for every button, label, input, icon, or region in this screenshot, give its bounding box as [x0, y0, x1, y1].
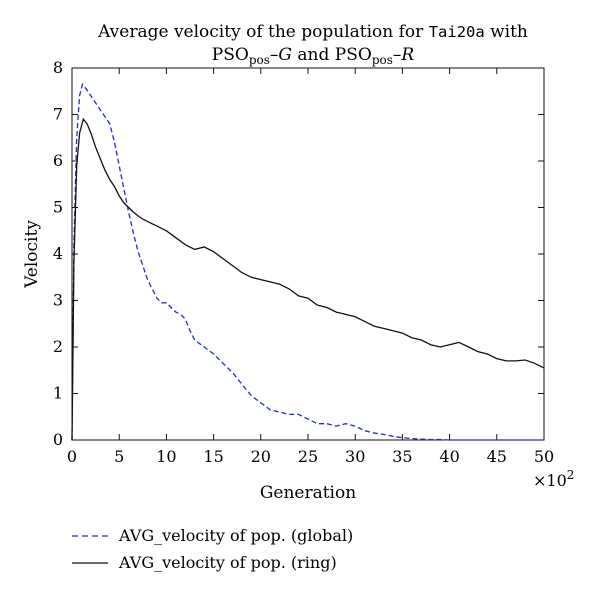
x-tick-label: 45	[487, 447, 507, 466]
x-tick-label: 40	[439, 447, 459, 466]
x-tick-label: 35	[392, 447, 412, 466]
series-line-global	[71, 82, 544, 441]
x-tick-label: 20	[251, 447, 271, 466]
x-tick-label: 0	[67, 447, 77, 466]
series-line-ring	[71, 117, 545, 441]
chart-title-line-1: Average velocity of the population for T…	[97, 22, 528, 42]
x-tick-label: 30	[345, 447, 365, 466]
legend-label-global: AVG_velocity of pop. (global)	[118, 526, 353, 545]
legend: AVG_velocity of pop. (global) AVG_veloci…	[72, 526, 353, 572]
y-tick-labels: 0 1 2 3 4 5 6 7 8	[53, 58, 63, 449]
x-tick-label: 5	[114, 447, 124, 466]
y-tick-label: 8	[53, 58, 63, 77]
plot-frame	[71, 67, 545, 441]
x-tick-labels: 0 5 10 15 20 25 30 35 40 45 50	[67, 447, 554, 466]
y-tick-label: 5	[53, 198, 63, 217]
x-tick-label: 50	[534, 447, 554, 466]
y-tick-label: 1	[53, 384, 63, 403]
x-axis-label: Generation	[260, 483, 356, 503]
y-tick-label: 7	[53, 105, 63, 124]
legend-label-ring: AVG_velocity of pop. (ring)	[118, 553, 337, 572]
x-axis-multiplier: ×102	[533, 468, 574, 490]
x-tick-label: 25	[298, 447, 318, 466]
x-tick-label: 10	[156, 447, 176, 466]
chart-title-line-2: PSOpos–G and PSOpos–R	[212, 45, 415, 67]
x-tick-label: 15	[203, 447, 223, 466]
y-tick-label: 0	[53, 430, 63, 449]
y-tick-label: 2	[53, 337, 63, 356]
y-axis-label: Velocity	[22, 220, 42, 289]
axis-ticks	[71, 67, 545, 441]
y-tick-label: 4	[53, 244, 63, 263]
y-tick-label: 6	[53, 151, 63, 170]
y-tick-label: 3	[53, 291, 63, 310]
